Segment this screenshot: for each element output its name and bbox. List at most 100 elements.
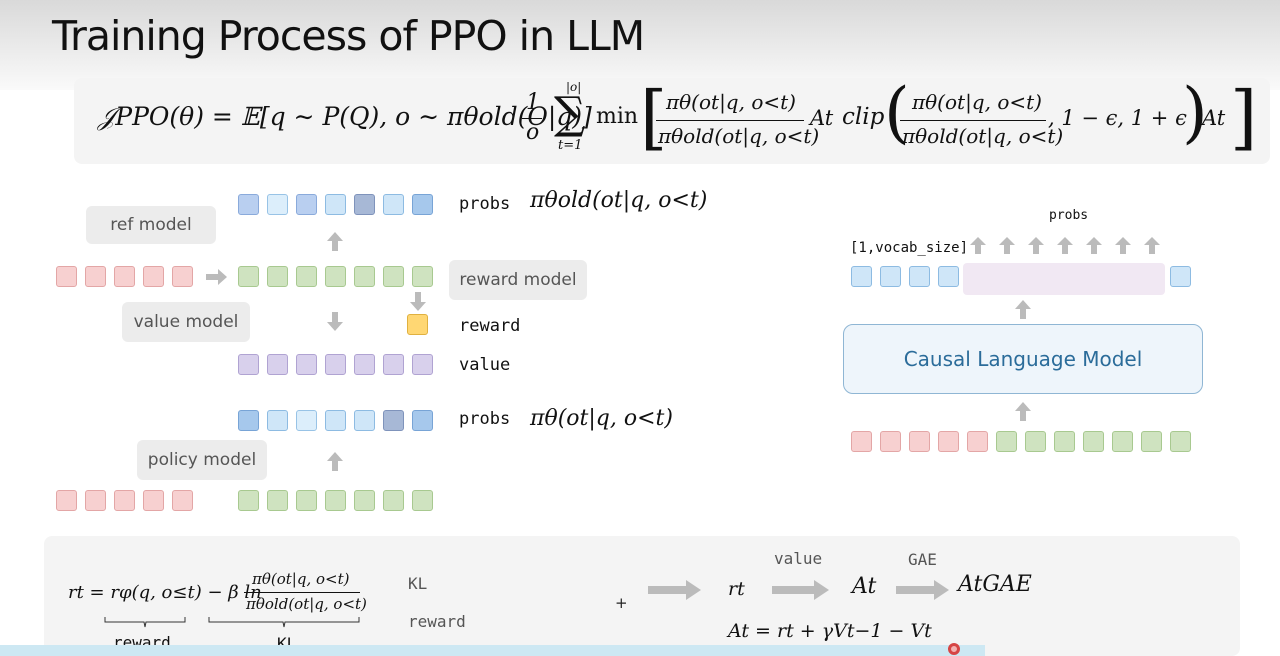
policy-prob-token	[267, 410, 288, 431]
probs-label-bottom: probs	[459, 409, 511, 429]
reward-label: reward	[459, 316, 521, 336]
arrow-up-icon	[327, 232, 343, 251]
value-token	[354, 354, 375, 375]
frac-bar-4	[244, 592, 360, 593]
ref-prob-token	[354, 194, 375, 215]
arrow-up-icon	[1028, 237, 1044, 254]
clip-ratio-den: πθold(ot|q, o<t)	[902, 124, 1064, 148]
input-token	[1141, 431, 1162, 452]
value-token	[325, 354, 346, 375]
policy-prob-token	[296, 410, 317, 431]
value-token	[412, 354, 433, 375]
response-token	[325, 490, 346, 511]
rt-formula-lhs: rt = rφ(q, o≤t) − β ln	[68, 582, 262, 603]
frac-bar-1	[522, 118, 542, 119]
response-token	[383, 490, 404, 511]
vocab-prob-token	[1170, 266, 1191, 287]
paren-close: )	[1182, 74, 1208, 151]
arrow-right-icon	[896, 580, 949, 600]
paren-open: (	[884, 74, 910, 151]
arrow-right-icon	[206, 269, 227, 285]
response-token	[296, 266, 317, 287]
input-token	[996, 431, 1017, 452]
input-token	[938, 431, 959, 452]
sum-bottom: t=1	[558, 138, 583, 153]
at-symbol: At	[852, 574, 877, 599]
ref-prob-token	[267, 194, 288, 215]
slide-title: Training Process of PPO in LLM	[52, 12, 645, 60]
arrow-up-icon	[1015, 300, 1031, 319]
vocab-prob-token	[880, 266, 901, 287]
arrow-up-icon	[1015, 402, 1031, 421]
frac-bar-3	[900, 120, 1046, 121]
vocab-size-label: [1,vocab_size]	[850, 240, 969, 256]
reward-token	[407, 314, 428, 335]
vocab-prob-token	[909, 266, 930, 287]
ref-model-bubble: ref model	[86, 206, 216, 244]
vocab-prob-token	[938, 266, 959, 287]
response-token	[267, 490, 288, 511]
prompt-token	[172, 490, 193, 511]
policy-prob-token	[383, 410, 404, 431]
value-token	[267, 354, 288, 375]
kl-row-label: KL	[408, 574, 428, 593]
advantage-term-2: At	[1202, 106, 1226, 130]
policy-prob-token	[238, 410, 259, 431]
response-token	[383, 266, 404, 287]
reward-row-label: reward	[408, 612, 466, 631]
policy-prob-token	[412, 410, 433, 431]
response-token	[354, 490, 375, 511]
arrow-right-icon	[772, 580, 829, 600]
clip-fn: clip	[842, 104, 885, 130]
response-token	[238, 266, 259, 287]
sum-top: |o|	[566, 80, 582, 94]
brace-reward	[104, 617, 186, 628]
response-token	[238, 490, 259, 511]
rt-symbol: rt	[728, 578, 745, 600]
prompt-token	[143, 490, 164, 511]
causal-language-model-box: Causal Language Model	[843, 324, 1203, 394]
value-token	[296, 354, 317, 375]
arrow-down-icon	[327, 312, 343, 331]
policy-prob-token	[325, 410, 346, 431]
value-label: value	[459, 355, 511, 375]
advantage-term: At	[810, 106, 834, 130]
vocab-prob-token	[851, 266, 872, 287]
input-token	[1170, 431, 1191, 452]
rt-frac-num: πθ(ot|q, o<t)	[252, 570, 350, 588]
response-token	[412, 266, 433, 287]
value-model-bubble: value model	[122, 302, 250, 342]
right-probs-label: probs	[1049, 208, 1089, 223]
vocab-highlight	[963, 263, 1165, 295]
prompt-token	[85, 490, 106, 511]
plus-sign: +	[615, 594, 628, 612]
value-token	[383, 354, 404, 375]
input-token	[1054, 431, 1075, 452]
response-token	[354, 266, 375, 287]
arrow-up-icon	[999, 237, 1015, 254]
arrow-right-icon	[648, 580, 701, 600]
bracket-close: ]	[1230, 76, 1258, 158]
probs-label-top: probs	[459, 194, 511, 214]
progress-strip	[0, 645, 985, 656]
sum-symbol: ∑	[554, 88, 586, 139]
response-token	[267, 266, 288, 287]
response-token	[296, 490, 317, 511]
response-token	[325, 266, 346, 287]
prompt-token	[56, 266, 77, 287]
arrow-up-icon	[327, 452, 343, 471]
input-token	[967, 431, 988, 452]
ref-prob-token	[238, 194, 259, 215]
prompt-token	[114, 490, 135, 511]
policy-prob-token	[354, 410, 375, 431]
rt-frac-den: πθold(ot|q, o<t)	[246, 595, 367, 613]
value-token	[238, 354, 259, 375]
reward-model-bubble: reward model	[449, 260, 587, 300]
ref-prob-token	[296, 194, 317, 215]
clip-ratio-num: πθ(ot|q, o<t)	[912, 90, 1042, 114]
bracket-open: [	[640, 76, 668, 158]
input-token	[880, 431, 901, 452]
min-operator: min	[596, 104, 639, 129]
response-token	[412, 490, 433, 511]
clip-tail: , 1 − ϵ, 1 + ϵ	[1048, 106, 1187, 130]
